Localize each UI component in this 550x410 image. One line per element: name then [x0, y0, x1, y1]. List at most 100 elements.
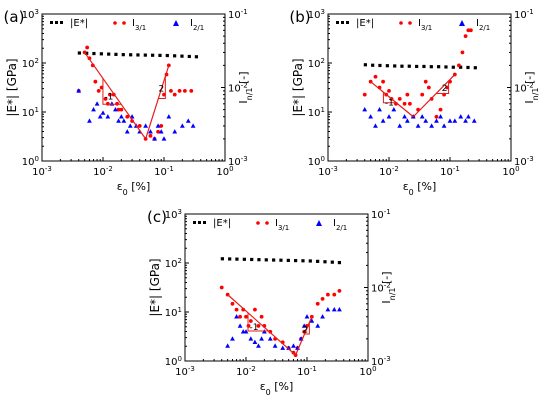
x-tick-label: 10-1 [154, 165, 174, 178]
data-point-e-star [194, 55, 199, 59]
data-point-e-star [272, 258, 276, 262]
y-left-tick-label: 103 [22, 8, 39, 21]
data-point-i21 [438, 114, 443, 119]
data-point-e-star [173, 54, 177, 58]
data-point-e-star [187, 54, 191, 59]
y-right-tick-label: 10-3 [371, 355, 391, 368]
data-point-i21 [185, 118, 191, 123]
panel-label: (c) [147, 208, 167, 226]
data-point-e-star [107, 52, 111, 56]
data-point-i21 [256, 343, 261, 348]
data-point-i31 [119, 107, 124, 112]
data-point-e-star [279, 258, 283, 262]
data-point-i31 [172, 92, 177, 97]
data-point-e-star [473, 66, 477, 70]
legend-marker-square [50, 21, 53, 24]
slope-triangle-left [102, 78, 122, 105]
data-point-e-star [165, 53, 169, 58]
legend-marker-circle [122, 21, 126, 25]
data-point-i21 [465, 114, 471, 119]
data-point-i21 [116, 118, 121, 123]
data-point-i31 [148, 133, 153, 138]
legend-marker-circle [408, 21, 412, 25]
data-point-i31 [234, 307, 239, 312]
plot-frame [41, 13, 226, 162]
legend-marker-triangle [173, 20, 179, 26]
data-point-e-star [308, 259, 312, 263]
slope-label-right: 2 [158, 84, 164, 94]
y-right-axis-label: In/1 [-] [380, 271, 397, 303]
legend-marker-circle [256, 221, 260, 225]
data-point-e-star [242, 257, 246, 261]
data-point-i31 [253, 307, 257, 312]
data-point-e-star [466, 65, 470, 70]
data-point-i21 [225, 343, 231, 348]
y-right-tick-label: 10-1 [228, 8, 248, 21]
data-point-i31 [332, 292, 337, 297]
data-point-i21 [402, 114, 407, 119]
fit-line-left [370, 81, 414, 118]
data-point-i21 [243, 329, 249, 334]
legend: |E*| I3/1 I2/1 [336, 18, 490, 32]
data-point-e-star [180, 54, 184, 58]
data-point-i31 [460, 50, 465, 55]
slope-label-left: -1 [385, 98, 394, 108]
data-point-i21 [362, 107, 368, 112]
data-point-i31 [85, 45, 90, 50]
y-right-tick-label: 10-3 [514, 155, 534, 168]
data-point-i21 [118, 114, 124, 119]
data-point-e-star [286, 258, 290, 262]
data-point-i21 [291, 343, 296, 348]
panel-label: (a) [4, 8, 25, 26]
data-point-i21 [190, 123, 196, 128]
x-tick-label: 10-2 [93, 165, 113, 178]
legend-marker-square [60, 21, 63, 24]
data-point-i21 [172, 129, 178, 134]
legend-marker-square [336, 21, 339, 24]
slope-triangle-left [382, 92, 397, 104]
y-left-tick-label: 101 [22, 106, 39, 119]
y-right-axis-label: In/1 [-] [523, 71, 540, 103]
data-point-e-star [92, 51, 96, 56]
data-point-i21 [331, 307, 337, 312]
y-left-tick-label: 103 [308, 8, 325, 21]
data-point-i21 [166, 114, 172, 119]
y-left-tick-label: 102 [165, 257, 182, 270]
data-point-i21 [458, 114, 464, 119]
x-tick-label: 10-1 [297, 365, 317, 378]
data-point-e-star [323, 260, 327, 264]
data-point-i31 [320, 296, 325, 301]
data-point-i21 [91, 107, 96, 112]
data-point-e-star [385, 64, 389, 68]
data-point-i21 [304, 314, 310, 319]
data-point-e-star [422, 64, 426, 69]
data-point-i31 [373, 74, 378, 79]
data-point-i31 [420, 92, 425, 97]
data-point-i31 [402, 101, 407, 106]
data-point-i21 [121, 118, 127, 123]
fit-line-right [412, 74, 456, 118]
data-point-e-star [459, 65, 463, 69]
data-point-i31 [166, 63, 171, 68]
data-point-i21 [148, 129, 153, 134]
data-point-i21 [452, 118, 458, 123]
data-point-i21 [280, 345, 286, 350]
data-point-e-star [158, 53, 162, 57]
data-point-i31 [362, 92, 367, 97]
data-point-i21 [423, 118, 429, 123]
data-point-i21 [105, 114, 111, 119]
data-point-i21 [143, 123, 149, 128]
data-point-e-star [264, 258, 268, 262]
slope-label-left: -1 [104, 92, 113, 102]
data-point-i31 [177, 88, 182, 93]
legend-marker-triangle [316, 220, 322, 226]
legend-label: |E*| [356, 18, 374, 29]
data-point-i31 [397, 96, 402, 101]
x-tick-label: 10-3 [32, 165, 52, 178]
legend-label: |E*| [213, 218, 231, 229]
fit-line-left [227, 294, 296, 356]
data-point-i31 [407, 101, 412, 106]
legend-marker-circle [113, 21, 117, 25]
